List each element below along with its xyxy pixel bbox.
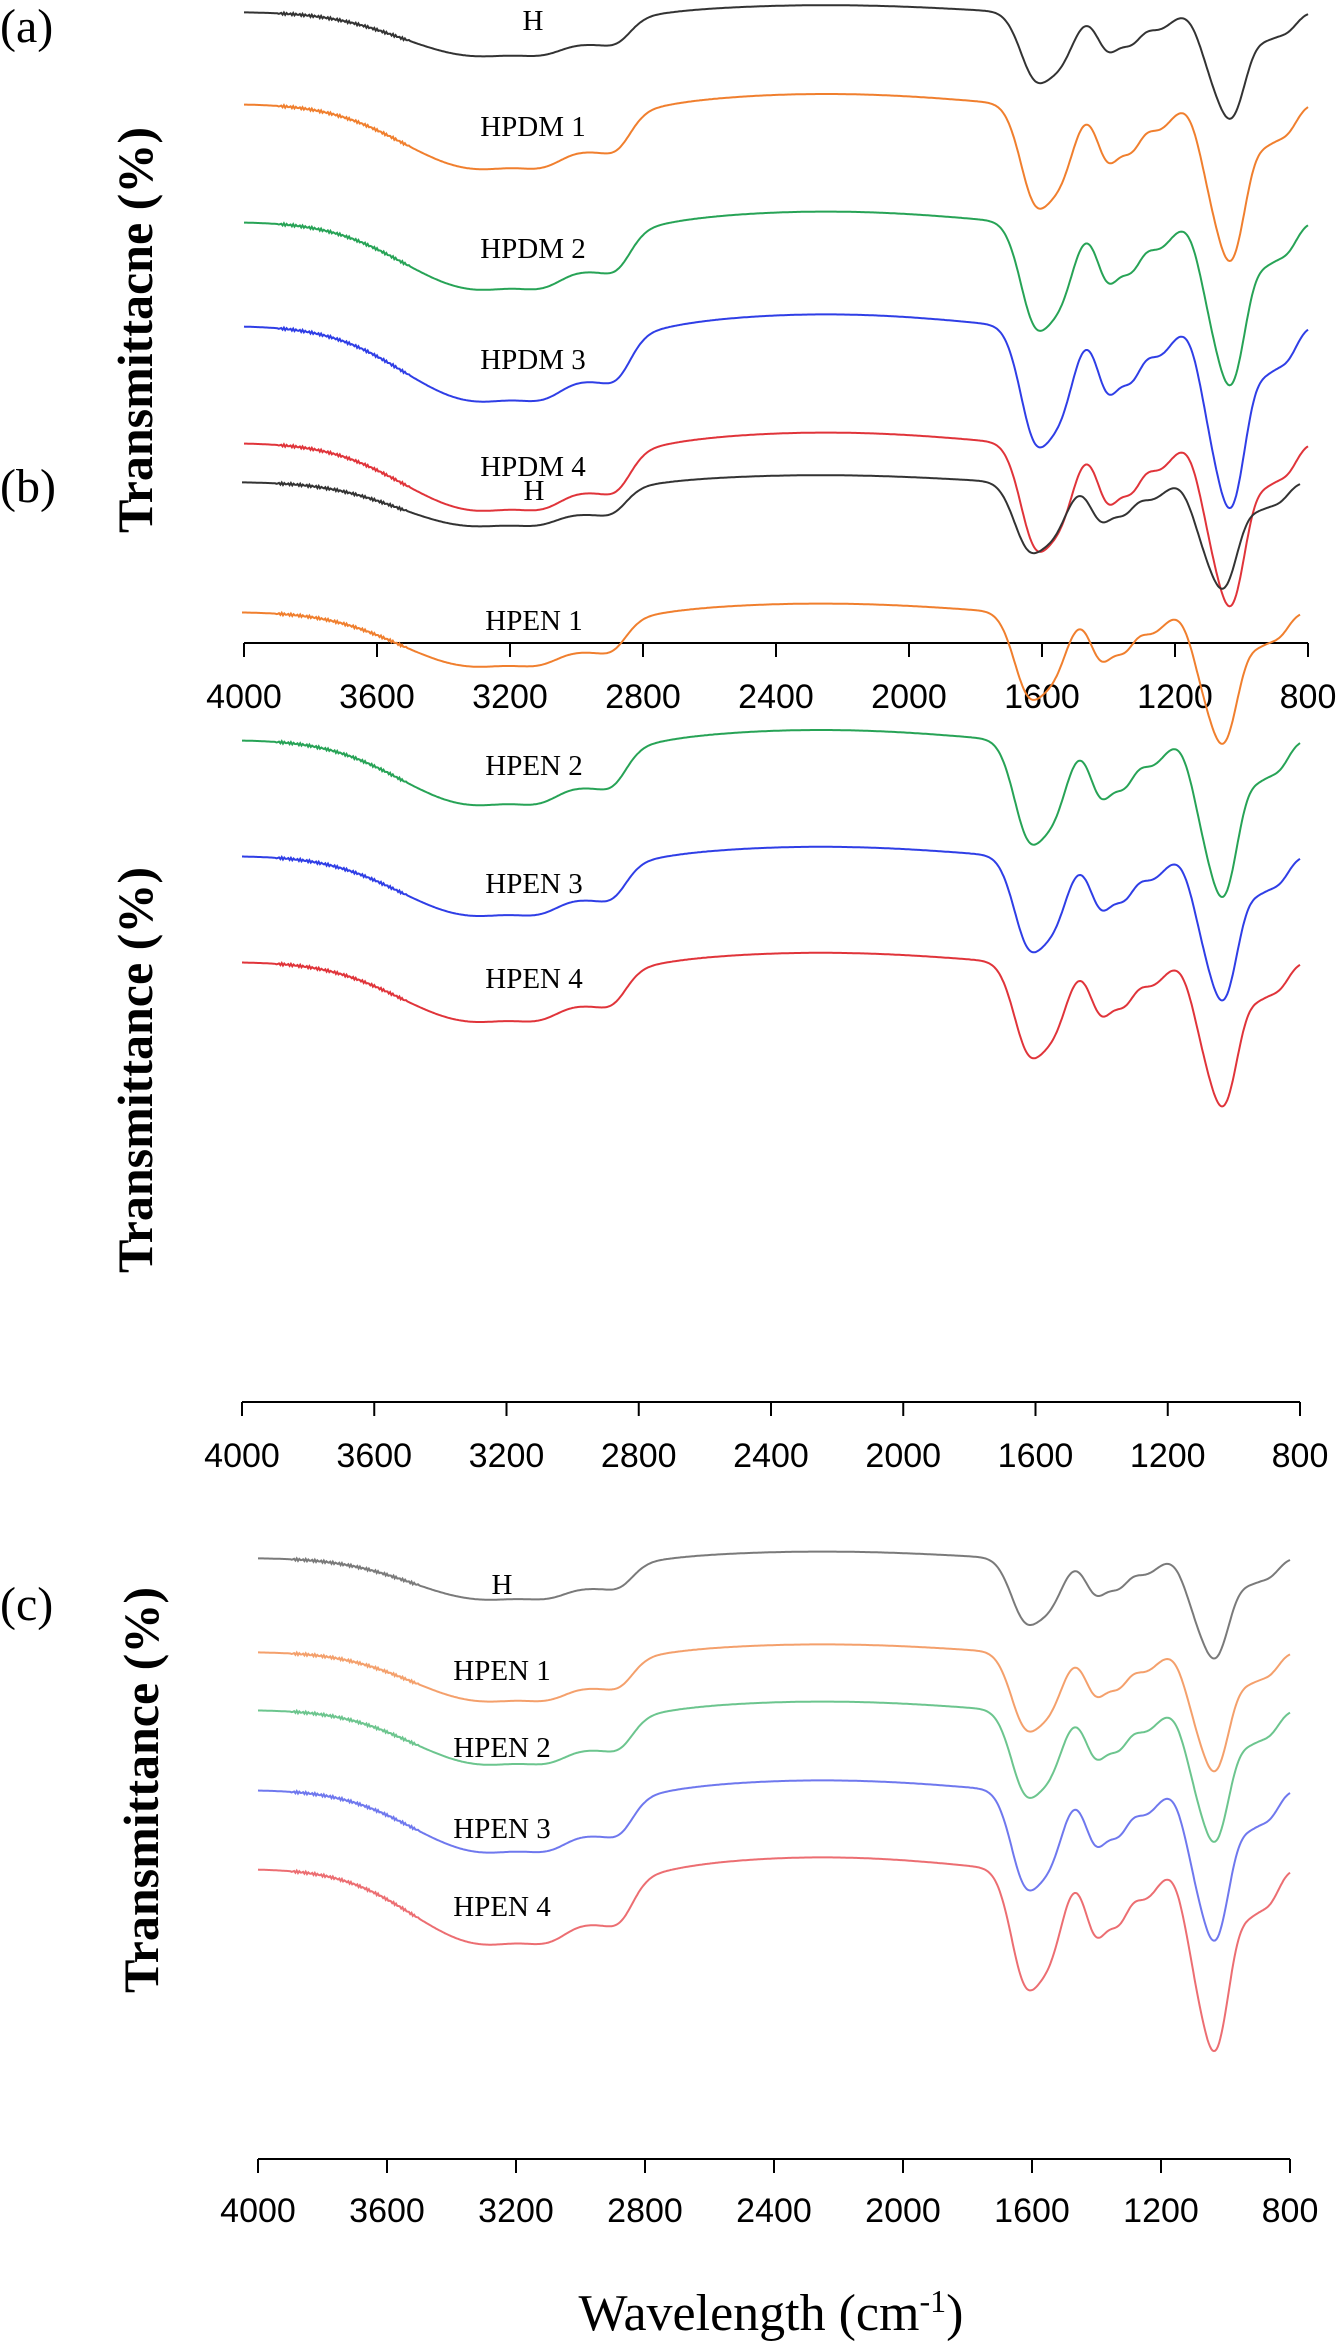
series-line-1 — [258, 1550, 1291, 1660]
chart-panel-2: (b) Transmittance (%) 4000 3600 3200 2800 2400… — [0, 460, 1328, 1475]
series-label-2: HPDM 1 — [480, 111, 586, 143]
series-line-1 — [244, 4, 1309, 120]
x-axis-label-sup: -1 — [919, 2283, 946, 2319]
series-label-2: HPEN 1 — [485, 605, 582, 637]
x-axis-label-close: ) — [946, 2285, 963, 2342]
x-tick-label: 2800 — [605, 678, 681, 716]
series-label-1: H — [492, 1569, 513, 1601]
x-axis-label-main: Wavelength (cm — [579, 2285, 920, 2342]
series-line-3 — [242, 729, 1301, 899]
x-tick-label: 3200 — [472, 678, 548, 716]
panel-label: (b) — [0, 460, 56, 513]
series-line-4 — [243, 313, 1309, 510]
x-tick-label: 2400 — [736, 2192, 812, 2230]
x-tick-label: 4000 — [206, 678, 282, 716]
chart-panel-3: (c) Transmittance (%) 4000 3600 3200 2800 2400… — [0, 1550, 1319, 2230]
series-line-1 — [242, 474, 1301, 590]
series-label-5: HPDM 4 — [480, 451, 586, 483]
series-label-1: H — [523, 5, 544, 37]
series-label-3: HPEN 2 — [453, 1732, 550, 1764]
series-label-5: HPEN 4 — [453, 1891, 551, 1923]
series-line-5 — [244, 431, 1309, 608]
x-axis-label: Wavelength (cm-1) — [579, 2283, 964, 2342]
x-tick-label: 1600 — [998, 1437, 1074, 1475]
series-label-3: HPDM 2 — [480, 233, 586, 265]
x-tick-label: 2400 — [738, 678, 814, 716]
x-tick-label: 2400 — [733, 1437, 809, 1475]
x-tick-label: 800 — [1262, 2192, 1319, 2230]
y-axis-label: Transmittacne (%) — [107, 127, 163, 533]
panel-label: (a) — [0, 0, 53, 53]
series-label-2: HPEN 1 — [453, 1655, 550, 1687]
series-label-5: HPEN 4 — [485, 963, 583, 995]
series-line-3 — [258, 1700, 1291, 1843]
x-tick-label: 4000 — [220, 2192, 296, 2230]
series-line-4 — [257, 1779, 1291, 1942]
x-tick-label: 800 — [1272, 1437, 1329, 1475]
series-line-4 — [242, 845, 1301, 1002]
x-tick-label: 3600 — [336, 1437, 412, 1475]
series-label-4: HPDM 3 — [480, 344, 586, 376]
x-tick-label: 2000 — [871, 678, 947, 716]
x-tick-label: 3200 — [469, 1437, 545, 1475]
x-tick-label: 2800 — [601, 1437, 677, 1475]
y-axis-label: Transmittance (%) — [107, 867, 163, 1273]
x-tick-label: 2000 — [865, 2192, 941, 2230]
series-label-3: HPEN 2 — [485, 750, 582, 782]
x-tick-label: 1600 — [1004, 678, 1080, 716]
x-tick-label: 3600 — [339, 678, 415, 716]
y-axis-label: Transmittance (%) — [113, 1587, 169, 1993]
x-tick-label: 1200 — [1123, 2192, 1199, 2230]
x-tick-label: 2000 — [865, 1437, 941, 1475]
x-tick-label: 4000 — [204, 1437, 280, 1475]
panel-label: (c) — [0, 1578, 53, 1631]
series-label-4: HPEN 3 — [453, 1813, 550, 1845]
series-line-2 — [244, 93, 1309, 263]
series-line-5 — [257, 1856, 1291, 2053]
x-tick-label: 3200 — [478, 2192, 554, 2230]
x-tick-label: 1200 — [1130, 1437, 1206, 1475]
x-tick-label: 3600 — [349, 2192, 425, 2230]
series-label-4: HPEN 3 — [485, 868, 582, 900]
series-label-1: H — [524, 475, 545, 507]
x-tick-label: 1600 — [994, 2192, 1070, 2230]
x-tick-label: 2800 — [607, 2192, 683, 2230]
series-line-3 — [244, 210, 1309, 387]
series-line-2 — [258, 1643, 1291, 1773]
x-tick-label: 800 — [1280, 678, 1337, 716]
series-line-2 — [242, 602, 1301, 745]
chart-panel-1: (a) Transmittacne (%) 4000 3600 3200 2800 2400… — [0, 0, 1336, 716]
series-line-5 — [242, 951, 1301, 1108]
x-tick-label: 1200 — [1137, 678, 1213, 716]
